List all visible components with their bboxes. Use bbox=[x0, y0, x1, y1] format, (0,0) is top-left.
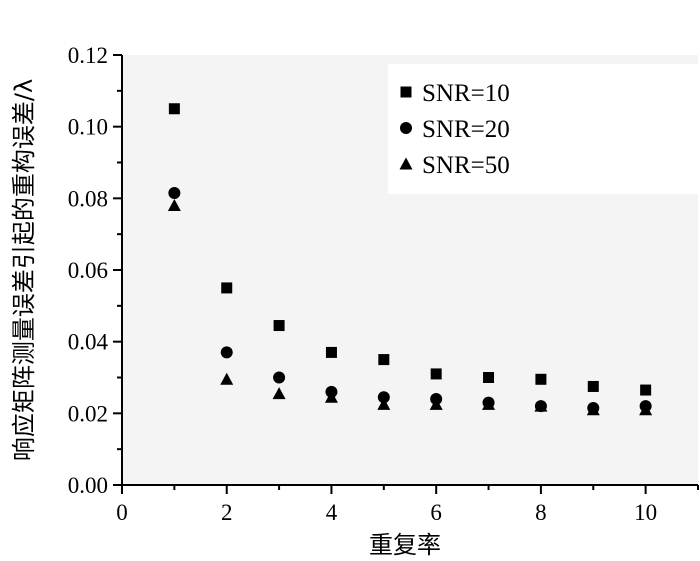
legend-label: SNR=50 bbox=[422, 152, 510, 179]
y-tick-label: 0.04 bbox=[68, 330, 109, 355]
data-point-triangle bbox=[167, 199, 181, 211]
data-point-circle bbox=[220, 346, 233, 359]
x-tick-label: 8 bbox=[535, 500, 547, 525]
tick-labels: 0 2 4 6 8 10 0.00 0.02 0.04 0.06 0.08 0.10 0.12 bbox=[68, 43, 657, 525]
legend-marker-square bbox=[400, 86, 412, 98]
data-point-triangle bbox=[639, 403, 653, 416]
y-tick-label: 0.00 bbox=[68, 473, 108, 498]
data-point-square bbox=[273, 320, 285, 332]
legend-box bbox=[388, 64, 698, 194]
data-point-square bbox=[640, 384, 652, 396]
y-tick-label: 0.12 bbox=[68, 43, 108, 68]
data-point-triangle bbox=[324, 390, 338, 403]
x-tick-label: 0 bbox=[116, 500, 128, 525]
y-axis-title: 响应矩阵测量误差引起的重构误差/λ bbox=[10, 79, 38, 461]
data-point-triangle bbox=[534, 399, 548, 412]
data-point-circle bbox=[168, 186, 181, 199]
y-tick-label: 0.06 bbox=[68, 258, 108, 283]
axes bbox=[113, 54, 699, 494]
x-tick-label: 2 bbox=[221, 500, 233, 525]
x-tick-label: 10 bbox=[634, 500, 657, 525]
data-point-square bbox=[430, 368, 442, 380]
x-tick-label: 6 bbox=[430, 500, 442, 525]
legend-marker-circle bbox=[400, 122, 412, 134]
data-point-triangle bbox=[586, 403, 600, 416]
data-point-square bbox=[587, 380, 599, 392]
data-point-square bbox=[325, 346, 337, 358]
legend-label: SNR=20 bbox=[422, 116, 510, 143]
data-point-square bbox=[483, 372, 495, 383]
data-point-triangle bbox=[482, 397, 496, 410]
y-tick-label: 0.02 bbox=[68, 401, 108, 426]
data-point-circle bbox=[377, 391, 390, 404]
x-axis-title: 重复率 bbox=[369, 531, 441, 559]
data-point-triangle bbox=[220, 372, 234, 385]
legend-marker-triangle bbox=[399, 157, 413, 170]
y-tick-label: 0.08 bbox=[68, 186, 108, 211]
legend-label: SNR=10 bbox=[422, 80, 510, 107]
data-point-square bbox=[168, 103, 180, 115]
data-points bbox=[167, 103, 653, 416]
data-point-square bbox=[535, 373, 547, 385]
data-point-triangle bbox=[377, 397, 391, 410]
data-point-square bbox=[221, 282, 233, 294]
y-tick-label: 0.10 bbox=[68, 115, 108, 140]
data-point-circle bbox=[273, 371, 286, 384]
legend: SNR=10 SNR=20 SNR=50 bbox=[399, 80, 510, 179]
x-tick-label: 4 bbox=[326, 500, 338, 525]
data-point-triangle bbox=[429, 397, 443, 410]
data-point-triangle bbox=[272, 387, 286, 400]
data-point-square bbox=[378, 354, 390, 366]
